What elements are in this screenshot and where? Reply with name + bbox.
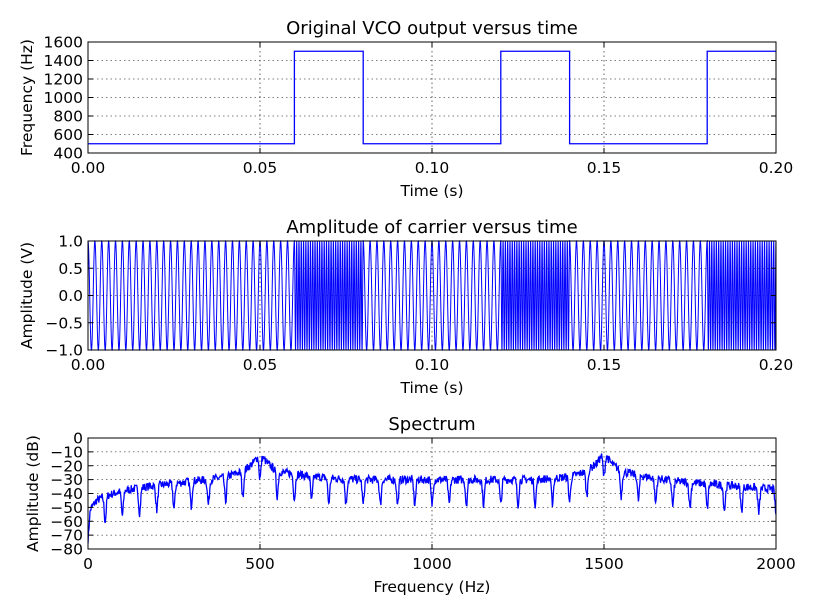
chart-title: Spectrum	[388, 414, 475, 435]
x-tick-label: 0	[83, 555, 93, 573]
y-tick-label: 0	[73, 430, 83, 448]
y-axis-label: Amplitude (dB)	[24, 435, 42, 552]
y-tick-label: −10	[50, 443, 83, 461]
x-tick-label: 0.20	[759, 159, 794, 177]
x-tick-label: 1000	[412, 555, 451, 573]
y-tick-label: −50	[50, 499, 83, 517]
x-tick-label: 0.10	[415, 356, 450, 374]
y-axis-label: Frequency (Hz)	[18, 39, 36, 156]
x-tick-label: 500	[245, 555, 275, 573]
y-tick-label: 1.0	[58, 233, 83, 251]
x-axis-label: Frequency (Hz)	[374, 578, 491, 596]
y-axis-label: Amplitude (V)	[18, 242, 36, 349]
y-tick-label: −0.5	[45, 314, 83, 332]
x-tick-label: 0.05	[243, 159, 278, 177]
x-axis-label: Time (s)	[399, 379, 463, 397]
y-tick-label: 1600	[44, 34, 83, 52]
y-tick-label: −60	[50, 513, 83, 531]
subplot-1: 0.00 0.05 0.10 0.15 0.20 40060080010001200140…	[18, 18, 793, 200]
subplot-3: 0 500 1000 1500 2000 −80−70−60−50−40−30−20−10…	[24, 414, 796, 596]
y-tick-label: 1000	[44, 89, 83, 107]
y-tick-label: 400	[53, 145, 83, 163]
y-tick-label: 800	[53, 108, 83, 126]
x-tick-label: 0.20	[759, 356, 794, 374]
y-tick-label: −1.0	[45, 342, 83, 360]
chart-title: Amplitude of carrier versus time	[286, 217, 577, 238]
x-tick-label: 0.10	[415, 159, 450, 177]
x-tick-label: 2000	[756, 555, 795, 573]
y-tick-label: −80	[50, 541, 83, 559]
x-tick-label: 0.15	[587, 356, 622, 374]
x-tick-label: 0.00	[71, 159, 106, 177]
y-tick-label: 0.0	[58, 287, 83, 305]
x-tick-label: 1500	[584, 555, 623, 573]
y-tick-label: −40	[50, 485, 83, 503]
y-tick-label: −20	[50, 457, 83, 475]
series-line	[88, 50, 776, 145]
x-tick-label: 0.05	[243, 356, 278, 374]
y-tick-label: −30	[50, 471, 83, 489]
series-line	[88, 453, 776, 544]
y-tick-label: 1400	[44, 52, 83, 70]
y-tick-label: 600	[53, 126, 83, 144]
y-tick-label: −70	[50, 527, 83, 545]
x-tick-label: 0.00	[71, 356, 106, 374]
chart-title: Original VCO output versus time	[286, 18, 578, 39]
x-axis-label: Time (s)	[399, 182, 463, 200]
y-tick-label: 0.5	[58, 260, 83, 278]
subplot-2: 0.00 0.05 0.10 0.15 0.20 −1.0 −0.5 0.0 0.5 1.0 Amp…	[18, 217, 793, 397]
y-tick-label: 1200	[44, 71, 83, 89]
x-tick-label: 0.15	[587, 159, 622, 177]
